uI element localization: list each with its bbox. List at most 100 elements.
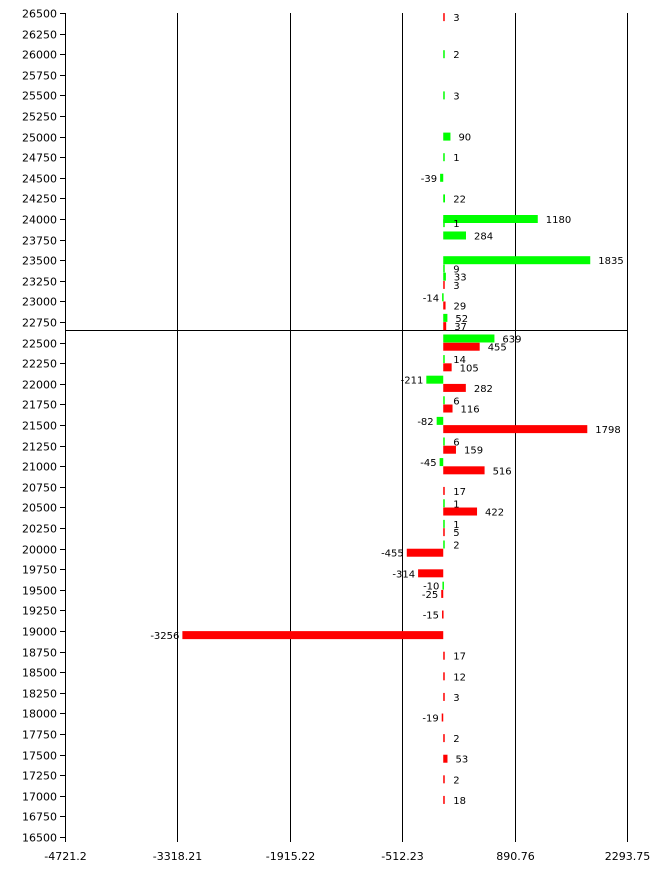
- red-bar: [443, 383, 466, 392]
- red-bar: [406, 548, 444, 557]
- value-label: 1: [453, 219, 459, 230]
- red-bar: [443, 754, 448, 763]
- value-label: 422: [485, 508, 504, 519]
- green-bar: [443, 91, 445, 100]
- value-label: -314: [392, 569, 415, 580]
- green-bar: [443, 313, 448, 322]
- value-label: 3: [453, 281, 459, 292]
- y-tick-label: 18500: [22, 667, 57, 680]
- red-bar: [443, 795, 445, 804]
- red-bar: [443, 425, 588, 434]
- y-tick-label: 24000: [22, 214, 57, 227]
- green-bar: [443, 256, 591, 265]
- green-bar: [426, 375, 444, 384]
- value-label: 33: [454, 273, 467, 284]
- y-tick-label: 17250: [22, 770, 57, 783]
- value-label: 5: [453, 528, 459, 539]
- x-tick-label: -4721.2: [44, 850, 86, 863]
- value-label: 6: [453, 396, 459, 407]
- grid-lines: [65, 13, 628, 837]
- y-tick-label: 20000: [22, 544, 57, 557]
- value-label: -15: [423, 611, 439, 622]
- y-tick-label: 19500: [22, 585, 57, 598]
- y-tick-label: 19750: [22, 564, 57, 577]
- y-tick-label: 19000: [22, 626, 57, 639]
- value-label: -211: [401, 376, 424, 387]
- y-tick-label: 25000: [22, 132, 57, 145]
- y-tick-label: 16750: [22, 811, 57, 824]
- y-tick-label: 17750: [22, 729, 57, 742]
- y-tick-label: 18250: [22, 688, 57, 701]
- y-tick-label: 22000: [22, 379, 57, 392]
- value-label: 22: [453, 194, 466, 205]
- red-bar: [443, 528, 445, 537]
- value-label: 3: [453, 91, 459, 102]
- value-label: 116: [461, 405, 480, 416]
- green-bar: [443, 355, 445, 364]
- value-label: 159: [464, 446, 483, 457]
- y-tick-label: 24250: [22, 193, 57, 206]
- red-bar: [443, 280, 445, 289]
- red-bar: [443, 445, 456, 454]
- red-bar: [442, 610, 444, 619]
- red-bar: [443, 301, 446, 310]
- x-tick-label: 2293.75: [605, 850, 651, 863]
- y-tick-label: 21750: [22, 399, 57, 412]
- value-label: -14: [423, 293, 439, 304]
- red-bar: [443, 13, 445, 22]
- y-tick-label: 16500: [22, 832, 57, 845]
- value-label: 17: [453, 652, 466, 663]
- value-label: 1798: [595, 425, 620, 436]
- x-tick-label: -1915.22: [266, 850, 315, 863]
- x-tick-label: -512.23: [381, 850, 423, 863]
- value-label: 1: [453, 520, 459, 531]
- y-tick-label: 20500: [22, 502, 57, 515]
- value-label: 1: [453, 153, 459, 164]
- value-label: 3: [453, 13, 459, 24]
- red-bar: [443, 775, 445, 784]
- y-tick-label: 25750: [22, 70, 57, 83]
- value-label: 1: [453, 499, 459, 510]
- green-bar: [443, 50, 445, 59]
- value-label: 2: [453, 775, 459, 786]
- bars: [182, 13, 591, 804]
- value-labels: 23901-3922118012841835933-145263914-2116…: [150, 13, 623, 807]
- value-label: 52: [455, 314, 468, 325]
- value-label: -19: [422, 714, 438, 725]
- red-bar: [443, 734, 445, 743]
- red-bar: [441, 589, 444, 598]
- value-label: 455: [488, 343, 507, 354]
- x-tick-label: 890.76: [496, 850, 535, 863]
- green-bar: [443, 231, 466, 240]
- value-label: 37: [454, 322, 467, 333]
- y-tick-label: 17500: [22, 750, 57, 763]
- value-label: 284: [474, 231, 493, 242]
- value-label: -45: [420, 458, 436, 469]
- y-tick-label: 18750: [22, 647, 57, 660]
- red-bar: [443, 692, 445, 701]
- red-bar: [443, 507, 478, 516]
- y-tick-label: 21000: [22, 461, 57, 474]
- red-bar: [443, 363, 452, 372]
- green-bar: [439, 458, 444, 467]
- value-label: -10: [423, 582, 439, 593]
- green-bar: [443, 132, 451, 141]
- red-bar: [418, 569, 444, 578]
- green-bar: [443, 219, 445, 228]
- y-tick-label: 18000: [22, 708, 57, 721]
- green-bar: [443, 437, 445, 446]
- y-tick-label: 22250: [22, 358, 57, 371]
- red-bar: [441, 713, 444, 722]
- value-label: 29: [454, 302, 467, 313]
- value-label: 2: [453, 50, 459, 61]
- y-tick-label: 21500: [22, 420, 57, 433]
- y-tick-label: 23250: [22, 276, 57, 289]
- value-label: 516: [493, 466, 512, 477]
- y-tick-label: 22750: [22, 317, 57, 330]
- red-bar: [443, 486, 445, 495]
- value-label: -455: [381, 549, 404, 560]
- red-bar: [443, 342, 480, 351]
- red-bar: [443, 651, 445, 660]
- y-tick-label: 23750: [22, 235, 57, 248]
